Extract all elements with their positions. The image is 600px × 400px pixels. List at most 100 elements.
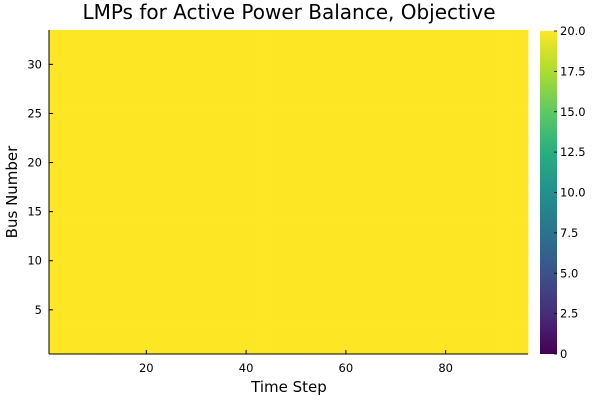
heatmap-cell xyxy=(363,196,369,208)
heatmap-cell xyxy=(283,98,289,109)
heatmap-cell xyxy=(73,157,80,168)
colorbar-tick-label: 7.5 xyxy=(560,226,578,240)
heatmap-cell xyxy=(278,49,284,60)
heatmap-cell xyxy=(238,177,244,188)
heatmap-cell xyxy=(333,79,339,90)
heatmap-cell xyxy=(183,334,190,345)
heatmap-cell xyxy=(488,187,494,198)
heatmap-cell xyxy=(63,226,70,237)
heatmap-cell xyxy=(488,265,494,276)
heatmap-cell xyxy=(133,88,140,100)
heatmap-cell xyxy=(443,187,449,198)
heatmap-cell xyxy=(188,79,195,90)
heatmap-cell xyxy=(343,157,349,168)
heatmap-cell xyxy=(88,138,95,149)
heatmap-cell xyxy=(333,314,339,325)
heatmap-cell xyxy=(393,118,399,129)
heatmap-cell xyxy=(133,167,140,178)
heatmap-cell xyxy=(303,128,309,139)
heatmap-cell xyxy=(58,128,65,139)
heatmap-cell xyxy=(363,79,369,90)
heatmap-cell xyxy=(468,255,474,267)
heatmap-cell xyxy=(118,285,125,296)
heatmap-cell xyxy=(338,167,344,178)
heatmap-cell xyxy=(198,265,205,276)
heatmap-cell xyxy=(53,88,60,100)
heatmap-cell xyxy=(203,295,210,306)
heatmap-cell xyxy=(293,69,299,80)
heatmap-cell xyxy=(463,206,469,217)
heatmap-cell xyxy=(283,236,289,247)
heatmap-cell xyxy=(503,147,509,159)
heatmap-cell xyxy=(473,30,479,41)
heatmap-cell xyxy=(153,275,160,286)
heatmap-cell xyxy=(458,69,464,80)
heatmap-cell xyxy=(463,98,469,109)
heatmap-cell xyxy=(473,59,479,70)
heatmap-cell xyxy=(498,324,504,335)
heatmap-cell xyxy=(403,138,409,149)
heatmap-cell xyxy=(98,246,105,257)
heatmap-cell xyxy=(483,118,489,129)
heatmap-cell xyxy=(463,265,469,276)
heatmap-cell xyxy=(263,98,269,109)
heatmap-cell xyxy=(223,49,230,60)
heatmap-cell xyxy=(228,49,235,60)
heatmap-cell xyxy=(228,196,235,208)
heatmap-cell xyxy=(363,128,369,139)
heatmap-cell xyxy=(163,285,170,296)
heatmap-cell xyxy=(478,344,484,355)
heatmap-cell xyxy=(523,285,529,296)
heatmap-cell xyxy=(49,187,55,198)
heatmap-cell xyxy=(118,196,125,208)
heatmap-cell xyxy=(158,147,165,159)
heatmap-cell xyxy=(418,167,424,178)
heatmap-cell xyxy=(323,285,329,296)
heatmap-cell xyxy=(73,285,80,296)
heatmap-cell xyxy=(383,49,389,60)
heatmap-cell xyxy=(353,295,359,306)
heatmap-cell xyxy=(243,138,249,149)
heatmap-cell xyxy=(258,285,264,296)
heatmap-cell xyxy=(428,255,434,267)
heatmap-cell xyxy=(58,49,65,60)
heatmap-cell xyxy=(183,118,190,129)
heatmap-cell xyxy=(218,344,225,355)
heatmap-cell xyxy=(468,88,474,100)
heatmap-cell xyxy=(273,59,279,70)
heatmap-cell xyxy=(313,69,319,80)
colorbar-tick-label: 5.0 xyxy=(560,266,578,280)
heatmap-cell xyxy=(143,79,150,90)
heatmap-cell xyxy=(508,157,514,168)
heatmap-cell xyxy=(178,295,185,306)
heatmap-cell xyxy=(468,196,474,208)
heatmap-cell xyxy=(338,314,344,325)
heatmap-cell xyxy=(98,275,105,286)
heatmap-cell xyxy=(338,246,344,257)
heatmap-cell xyxy=(183,88,190,100)
heatmap-cell xyxy=(303,285,309,296)
heatmap-cell xyxy=(278,118,284,129)
heatmap-cell xyxy=(123,39,130,51)
heatmap-cell xyxy=(218,79,225,90)
heatmap-cell xyxy=(473,236,479,247)
heatmap-cell xyxy=(248,216,254,227)
heatmap-cell xyxy=(498,226,504,237)
heatmap-cell xyxy=(68,216,75,227)
heatmap-cell xyxy=(398,196,404,208)
heatmap-cell xyxy=(283,285,289,296)
heatmap-cell xyxy=(498,98,504,109)
heatmap-cell xyxy=(168,246,175,257)
heatmap-cell xyxy=(243,108,249,119)
heatmap-cell xyxy=(218,236,225,247)
heatmap-cell xyxy=(243,216,249,227)
heatmap-cell xyxy=(353,167,359,178)
heatmap-cell xyxy=(153,246,160,257)
heatmap-cell xyxy=(338,187,344,198)
heatmap-cell xyxy=(443,344,449,355)
heatmap-cell xyxy=(393,79,399,90)
heatmap-cell xyxy=(228,334,235,345)
heatmap-cell xyxy=(518,30,524,41)
heatmap-cell xyxy=(78,344,85,355)
heatmap-cell xyxy=(253,59,259,70)
